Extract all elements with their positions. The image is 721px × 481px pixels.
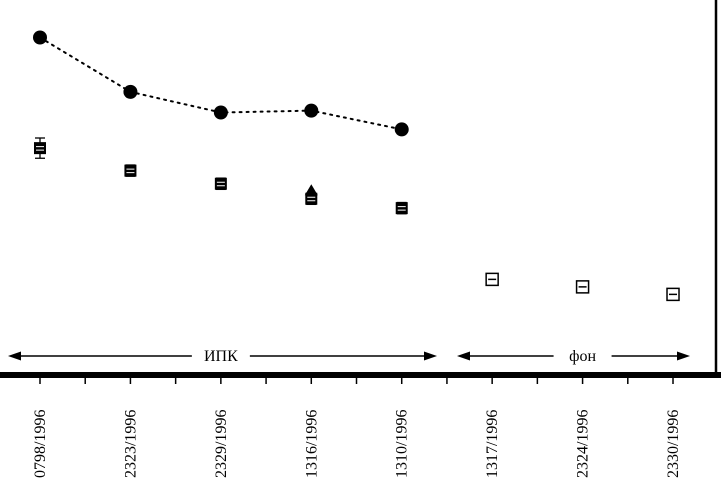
x-axis-label: 1317/1996: [484, 410, 501, 478]
right-arrowhead-icon: [677, 351, 690, 361]
left-arrowhead-icon: [457, 351, 470, 361]
x-axis-label: 2323/1996: [122, 410, 139, 478]
data-point-square-filled: [214, 177, 227, 190]
x-axis-label: 2330/1996: [665, 410, 682, 478]
data-point-circle: [33, 30, 47, 45]
data-point-square-filled: [124, 164, 137, 177]
annotation-label: фон: [569, 348, 596, 365]
data-point-square-filled: [395, 202, 408, 215]
x-axis-label: 1310/1996: [394, 410, 411, 478]
data-point-circle: [394, 122, 409, 137]
x-axis-label: 2329/1996: [213, 410, 230, 478]
data-point-circle: [304, 103, 319, 118]
left-arrowhead-icon: [8, 351, 21, 361]
data-point-square-filled: [34, 142, 46, 155]
data-point-circle: [213, 105, 228, 120]
x-axis-label: 1316/1996: [303, 410, 320, 478]
right-arrowhead-icon: [424, 351, 437, 361]
x-axis-label: 2324/1996: [575, 410, 592, 478]
data-point-square-filled: [305, 192, 318, 205]
annotation-label: ИПК: [204, 348, 238, 365]
data-point-circle: [123, 84, 138, 99]
x-axis-label: 0798/1996: [32, 410, 49, 478]
